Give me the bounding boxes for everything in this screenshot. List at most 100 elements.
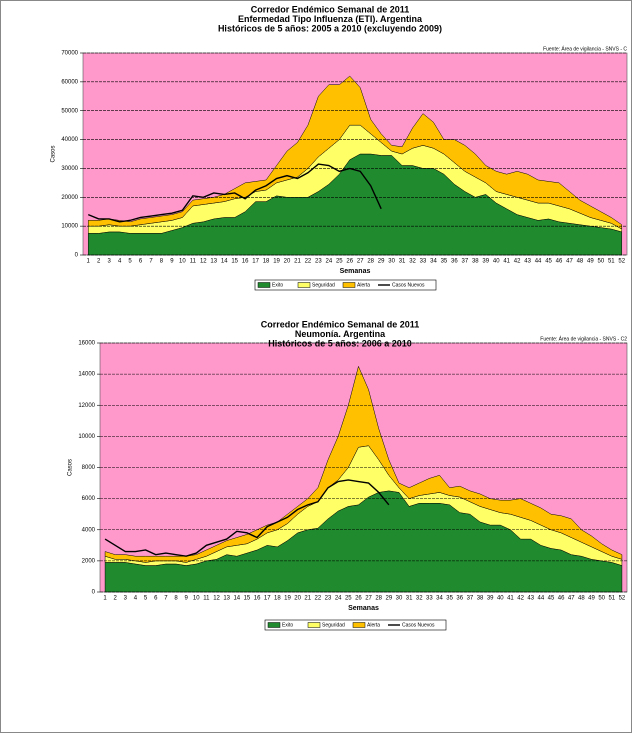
source-note: Fuente: Área de vigilancia - SNVS - C2 [540, 335, 627, 342]
x-tick-label: 16 [254, 596, 261, 602]
x-tick-label: 49 [587, 259, 594, 265]
x-tick-label: 36 [456, 596, 463, 602]
x-tick-label: 2 [114, 596, 118, 602]
area-series [87, 75, 623, 230]
x-tick-label: 34 [430, 259, 437, 265]
x-tick-label: 23 [325, 596, 332, 602]
x-tick-label: 41 [507, 596, 514, 602]
x-tick-label: 5 [144, 596, 148, 602]
x-tick-label: 31 [399, 259, 406, 265]
x-tick-label: 30 [396, 596, 403, 602]
y-tick-label: 70000 [61, 51, 78, 57]
x-tick-label: 11 [190, 259, 197, 265]
legend-label: Seguridad [312, 282, 335, 288]
x-tick-label: 15 [231, 259, 238, 265]
x-tick-label: 25 [336, 259, 343, 265]
x-tick-label: 7 [164, 596, 168, 602]
x-tick-label: 42 [514, 259, 521, 265]
x-tick-label: 51 [608, 259, 615, 265]
x-tick-label: 24 [335, 596, 342, 602]
legend-swatch [267, 622, 281, 628]
x-tick-label: 9 [170, 259, 174, 265]
x-tick-label: 1 [87, 259, 91, 265]
x-tick-label: 26 [355, 596, 362, 602]
x-tick-label: 48 [577, 259, 584, 265]
x-tick-label: 27 [357, 259, 364, 265]
y-tick-label: 2000 [82, 558, 96, 564]
y-tick-label: 10000 [78, 434, 95, 440]
y-tick-label: 30000 [61, 166, 78, 172]
x-tick-label: 36 [451, 259, 458, 265]
legend-label: Casos Nuevos [392, 282, 425, 288]
legend-label: Casos Nuevos [402, 622, 435, 628]
x-tick-label: 10 [193, 596, 200, 602]
chart-title: Enfermedad Tipo Influenza (ETI). Argenti… [238, 14, 423, 24]
y-tick-label: 20000 [61, 195, 78, 201]
x-tick-label: 49 [588, 596, 595, 602]
x-tick-label: 46 [558, 596, 565, 602]
x-tick-label: 21 [294, 259, 301, 265]
x-tick-label: 22 [305, 259, 312, 265]
y-tick-label: 14000 [78, 372, 95, 378]
x-tick-label: 8 [160, 259, 164, 265]
x-tick-label: 30 [388, 259, 395, 265]
legend-label: Seguridad [322, 622, 345, 628]
y-tick-label: 6000 [82, 496, 96, 502]
x-tick-label: 32 [416, 596, 423, 602]
legend-label: Exito [272, 282, 283, 288]
y-tick-label: 10000 [61, 224, 78, 230]
x-tick-label: 5 [128, 259, 132, 265]
x-tick-label: 43 [524, 259, 531, 265]
x-tick-label: 13 [223, 596, 230, 602]
x-tick-label: 40 [493, 259, 500, 265]
legend-swatch [307, 622, 321, 628]
x-tick-label: 41 [503, 259, 510, 265]
y-tick-label: 60000 [61, 79, 78, 85]
y-axis-label: Casos [68, 459, 74, 476]
x-tick-label: 45 [548, 596, 555, 602]
x-tick-label: 31 [406, 596, 413, 602]
x-tick-label: 14 [233, 596, 240, 602]
x-tick-label: 3 [107, 259, 111, 265]
x-tick-label: 44 [538, 596, 545, 602]
x-tick-label: 27 [365, 596, 372, 602]
x-tick-label: 47 [566, 259, 573, 265]
y-tick-label: 0 [92, 590, 96, 596]
x-axis-label: Semanas [348, 605, 379, 612]
legend-swatch [297, 282, 311, 288]
x-tick-label: 28 [375, 596, 382, 602]
x-tick-label: 17 [252, 259, 259, 265]
y-tick-label: 40000 [61, 137, 78, 143]
y-tick-label: 16000 [78, 341, 95, 347]
x-tick-label: 33 [420, 259, 427, 265]
x-tick-label: 23 [315, 259, 322, 265]
y-tick-label: 4000 [82, 527, 96, 533]
y-tick-label: 8000 [82, 465, 96, 471]
x-tick-label: 25 [345, 596, 352, 602]
x-tick-label: 50 [598, 596, 605, 602]
x-tick-label: 18 [263, 259, 270, 265]
chart-title: Corredor Endémico Semanal de 2011 [251, 4, 410, 14]
x-tick-label: 42 [517, 596, 524, 602]
area-series [104, 365, 623, 563]
y-tick-label: 12000 [78, 403, 95, 409]
x-tick-label: 24 [326, 259, 333, 265]
x-tick-label: 38 [472, 259, 479, 265]
x-tick-label: 29 [385, 596, 392, 602]
x-tick-label: 20 [284, 259, 291, 265]
x-tick-label: 1 [103, 596, 107, 602]
x-tick-label: 35 [446, 596, 453, 602]
line-series [104, 479, 390, 557]
x-tick-label: 46 [556, 259, 563, 265]
x-tick-label: 39 [482, 259, 489, 265]
x-tick-label: 38 [477, 596, 484, 602]
x-tick-label: 51 [608, 596, 615, 602]
x-tick-label: 14 [221, 259, 228, 265]
x-tick-label: 43 [527, 596, 534, 602]
y-tick-label: 50000 [61, 108, 78, 114]
x-tick-label: 12 [200, 259, 207, 265]
y-tick-label: 0 [75, 253, 79, 259]
x-tick-label: 7 [149, 259, 153, 265]
x-tick-label: 52 [618, 259, 625, 265]
